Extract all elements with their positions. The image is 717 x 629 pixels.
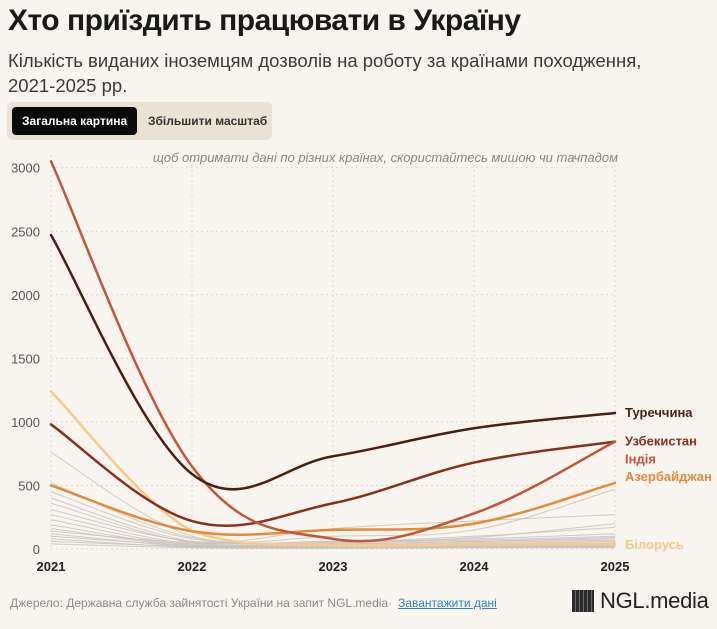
series-line[interactable]: [49, 160, 617, 543]
series-label: Азербайджан: [625, 469, 712, 484]
y-tick-label: 0: [33, 542, 40, 557]
chart-lines: [49, 160, 617, 549]
y-tick-label: 1500: [11, 351, 40, 366]
series-label: Узбекистан: [625, 434, 697, 449]
series-label: Білорусь: [625, 537, 684, 552]
source-note: Джерело: Державна служба зайнятості Укра…: [10, 596, 393, 610]
y-tick-label: 2500: [11, 224, 40, 239]
x-tick-label: 2024: [460, 559, 490, 574]
series-line-background[interactable]: [50, 530, 616, 545]
page-title: Хто приїздить працювати в Україну: [8, 4, 521, 37]
x-axis-labels: 2021 2022 2023 2024 2025: [37, 559, 630, 574]
logo-icon: [572, 590, 594, 612]
series-line[interactable]: [49, 423, 617, 527]
series-line-background[interactable]: [50, 514, 616, 545]
series-line[interactable]: [49, 481, 617, 536]
series-line[interactable]: [49, 390, 617, 548]
chart-grid: [50, 155, 616, 550]
x-tick-label: 2025: [601, 559, 630, 574]
series-labels: Туреччина Узбекистан Індія Азербайджан Білор…: [625, 405, 712, 552]
series-label: Індія: [625, 452, 656, 467]
x-tick-label: 2021: [37, 559, 66, 574]
y-tick-label: 1000: [11, 415, 40, 430]
x-tick-label: 2023: [319, 559, 348, 574]
y-tick-label: 500: [18, 478, 40, 493]
tab-zoom-in[interactable]: Збільшити масштаб: [148, 114, 268, 128]
series-line-background[interactable]: [50, 543, 616, 549]
download-data-link[interactable]: Завантажити дані: [398, 596, 497, 610]
series-label: Туреччина: [625, 405, 693, 420]
footer: Джерело: Державна служба зайнятості Укра…: [10, 596, 497, 610]
chart-hint: щоб отримати дані по різних країнах, ско…: [153, 150, 618, 165]
series-line-background[interactable]: [50, 514, 616, 547]
y-axis-labels: 0 500 1000 1500 2000 2500 3000: [11, 161, 40, 557]
x-tick-label: 2022: [178, 559, 207, 574]
logo: NGL.media: [572, 588, 709, 614]
series-line-background[interactable]: [50, 488, 616, 544]
view-toggle: Загальна картина Збільшити масштаб: [7, 102, 272, 140]
series-line[interactable]: [49, 233, 617, 491]
page-subtitle: Кількість виданих іноземцям дозволів на …: [8, 50, 642, 96]
y-tick-label: 2000: [11, 288, 40, 303]
logo-text: NGL.media: [600, 588, 709, 613]
y-tick-label: 3000: [11, 161, 40, 176]
tab-overview[interactable]: Загальна картина: [12, 107, 138, 135]
